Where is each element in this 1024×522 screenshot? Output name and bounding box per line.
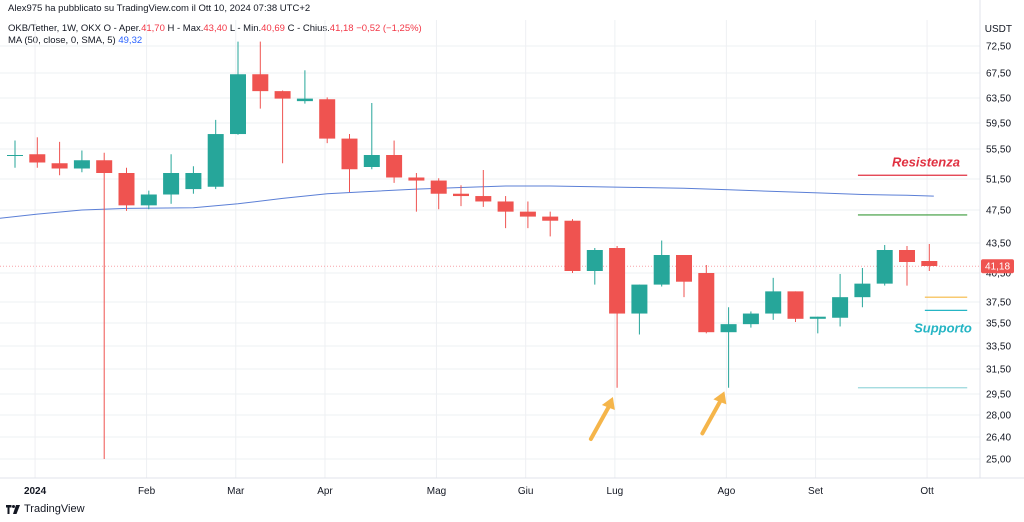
candle-body[interactable] [274, 91, 291, 99]
candle-body[interactable] [408, 177, 425, 181]
support-label: Supporto [914, 320, 972, 335]
x-tick-label: Apr [317, 486, 333, 497]
candle-body[interactable] [854, 283, 871, 298]
candle-body[interactable] [542, 216, 559, 221]
candle-body[interactable] [430, 180, 447, 194]
close-value: 41,18 [329, 23, 354, 34]
arrow-head-icon [601, 397, 615, 410]
candle-body[interactable] [140, 194, 157, 206]
y-tick-label: 33,50 [986, 342, 1011, 353]
candle-body[interactable] [921, 261, 938, 266]
x-tick-label: Ago [717, 486, 735, 497]
candle-body[interactable] [497, 201, 514, 212]
candle-body[interactable] [876, 250, 893, 284]
ma-legend: MA (50, close, 0, SMA, 5) 49,32 [8, 35, 142, 46]
candle-body[interactable] [230, 74, 246, 135]
y-tick-label: 55,50 [986, 145, 1011, 156]
candle-body[interactable] [899, 250, 915, 262]
y-tick-label: 31,50 [986, 365, 1011, 376]
x-tick-label: Set [808, 486, 823, 497]
y-tick-label: 40,50 [986, 269, 1011, 280]
ohlc-legend: OKB/Tether, 1W, OKX O - Aper.41,70 H - M… [8, 23, 422, 34]
candle-body[interactable] [519, 211, 536, 217]
candle-body[interactable] [96, 160, 113, 173]
change-value: −0,52 (−1,25%) [356, 23, 422, 34]
y-tick-label: 47,50 [986, 206, 1011, 217]
high-value: 43,40 [203, 23, 228, 34]
candle-body[interactable] [765, 291, 782, 314]
y-tick-label: 51,50 [986, 175, 1011, 186]
candle-body[interactable] [676, 255, 692, 282]
candle-body[interactable] [51, 163, 68, 169]
ma-value: 49,32 [118, 35, 143, 46]
candle-body[interactable] [29, 154, 46, 163]
y-tick-label: 67,50 [986, 69, 1011, 80]
candle-body[interactable] [631, 284, 648, 314]
candle-body[interactable] [564, 220, 581, 271]
close-label: C - Chius. [287, 23, 330, 34]
open-value: 41,70 [141, 23, 165, 34]
resistance-label: Resistenza [892, 154, 960, 169]
last-price-value: 41,18 [985, 262, 1010, 273]
candle-body[interactable] [720, 324, 737, 333]
candle-body[interactable] [742, 313, 759, 325]
x-tick-label: Lug [607, 486, 624, 497]
candle-body[interactable] [363, 155, 380, 167]
candle-body[interactable] [163, 173, 180, 195]
x-tick-label: Feb [138, 486, 156, 497]
x-tick-label: Ott [920, 486, 934, 497]
y-tick-label: 43,50 [986, 239, 1011, 250]
candle-body[interactable] [341, 138, 358, 170]
last-price-badge[interactable] [981, 259, 1014, 274]
publisher-line: Alex975 ha pubblicato su TradingView.com… [8, 3, 310, 14]
currency-label: USDT [985, 24, 1012, 35]
candle-body[interactable] [832, 297, 849, 318]
y-tick-label: 25,00 [986, 455, 1011, 466]
ma-label[interactable]: MA (50, close, 0, SMA, 5) [8, 35, 116, 46]
candle-body[interactable] [296, 98, 313, 102]
candle-body[interactable] [319, 99, 336, 139]
candle-body[interactable] [453, 193, 469, 197]
x-tick-label: Mag [427, 486, 446, 497]
candle-body[interactable] [73, 160, 90, 169]
footer-brand[interactable]: TradingView [6, 503, 85, 515]
brand-label: TradingView [24, 503, 85, 515]
candle-body[interactable] [7, 155, 23, 156]
y-tick-label: 59,50 [986, 119, 1011, 130]
x-tick-label: Mar [227, 486, 245, 497]
y-tick-label: 37,50 [986, 298, 1011, 309]
low-value: 40,69 [261, 23, 285, 34]
tradingview-logo-icon [6, 504, 20, 514]
publisher-text: Alex975 ha pubblicato su TradingView.com… [8, 3, 311, 14]
candle-body[interactable] [252, 74, 269, 92]
arrow-shaft [588, 401, 613, 441]
candle-body[interactable] [475, 196, 492, 202]
candle-body[interactable] [207, 134, 224, 187]
y-tick-label: 29,50 [986, 390, 1011, 401]
y-tick-label: 28,00 [986, 411, 1011, 422]
arrow-shaft [700, 395, 725, 436]
y-tick-label: 26,40 [986, 433, 1011, 444]
candle-body[interactable] [787, 291, 804, 319]
candle-body[interactable] [653, 255, 670, 285]
candle-body[interactable] [809, 316, 826, 319]
arrow-head-icon [713, 391, 727, 405]
x-tick-label: 2024 [24, 486, 47, 497]
ma-line [0, 185, 934, 219]
x-tick-label: Giu [518, 486, 534, 497]
candle-body[interactable] [609, 248, 626, 314]
candle-body[interactable] [386, 155, 403, 178]
y-tick-label: 63,50 [986, 94, 1011, 105]
candle-body[interactable] [698, 273, 715, 333]
y-tick-label: 35,50 [986, 319, 1011, 330]
high-label: H - Max. [167, 23, 204, 34]
open-label: O - Aper. [103, 23, 142, 34]
low-label: L - Min. [229, 23, 262, 34]
candle-body[interactable] [586, 250, 603, 271]
y-tick-label: 72,50 [986, 42, 1011, 53]
candle-body[interactable] [118, 173, 135, 206]
candle-body[interactable] [185, 173, 202, 190]
symbol-label[interactable]: OKB/Tether, 1W, OKX [8, 23, 101, 34]
